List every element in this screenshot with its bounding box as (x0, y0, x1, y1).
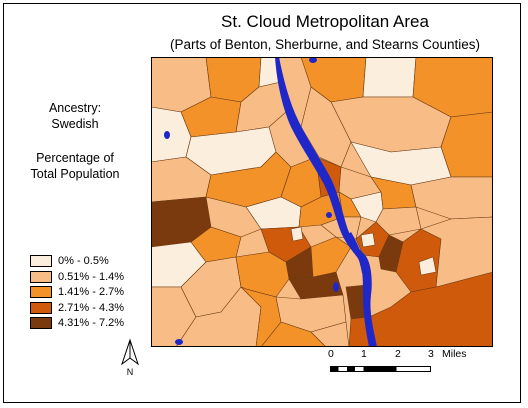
legend-swatch (30, 286, 52, 298)
map-tract (260, 321, 327, 347)
lake (164, 131, 170, 139)
legend-label: 4.31% - 7.2% (58, 317, 125, 329)
map-layout-frame (3, 3, 521, 403)
map-tract (310, 321, 350, 347)
scale-tick-label: 2 (395, 348, 401, 360)
map-tract (375, 206, 422, 236)
ancestry-heading: Ancestry: Swedish (20, 100, 130, 132)
legend-item: 1.41% - 2.7% (30, 285, 124, 299)
north-label: N (127, 367, 134, 377)
map-subtitle: (Parts of Benton, Sherburne, and Stearns… (170, 37, 480, 52)
measure-line-1: Percentage of (36, 151, 114, 165)
map-tract (420, 216, 493, 288)
legend-label: 1.41% - 2.7% (58, 286, 125, 298)
legend-swatch (30, 255, 52, 267)
legend-label: 0% - 0.5% (58, 255, 109, 267)
scale-bar-graphic (330, 366, 431, 372)
map-border (151, 57, 493, 347)
legend-label: 0.51% - 1.4% (58, 270, 125, 283)
ancestry-value: Swedish (51, 117, 99, 131)
ancestry-label: Ancestry: (48, 101, 102, 115)
map-tract (205, 196, 262, 238)
lake (175, 339, 183, 345)
scale-tick-label: 0 (328, 348, 334, 360)
legend-item: 4.31% - 7.2% (30, 316, 124, 330)
legend-item: 2.71% - 4.3% (30, 301, 124, 315)
map-tract (418, 256, 437, 276)
legend-item: 0% - 0.5% (30, 254, 124, 268)
map-tract (360, 232, 376, 248)
north-arrow-icon: N (121, 338, 139, 377)
measure-line-2: Total Population (30, 167, 120, 181)
map-tract (190, 226, 242, 263)
legend-swatch (30, 317, 52, 329)
water-features (164, 57, 377, 347)
legend-label: 2.71% - 4.3% (58, 301, 125, 314)
map-tract (362, 57, 417, 98)
scale-tick-label: 3 (428, 348, 434, 360)
scale-tick-label: 1 (361, 348, 367, 360)
legend-item: 0.51% - 1.4% (30, 270, 124, 284)
scale-unit-label: Miles (442, 348, 467, 360)
legend: 0% - 0.5% 0.51% - 1.4% 1.41% - 2.7% 2.71… (30, 254, 124, 332)
scale-bar: 0 1 2 3 Miles (320, 348, 470, 378)
measure-heading: Percentage of Total Population (20, 150, 130, 182)
map-tract (288, 271, 344, 300)
lake (309, 57, 317, 63)
choropleth-map (151, 57, 493, 347)
lake (326, 212, 332, 218)
legend-swatch (30, 270, 52, 283)
map-title: St. Cloud Metropolitan Area (221, 12, 429, 31)
legend-swatch (30, 301, 52, 314)
map-tract (290, 226, 304, 242)
lake (333, 282, 339, 292)
map-tract (310, 236, 352, 278)
river-branch (347, 232, 366, 273)
mississippi-river (275, 57, 377, 347)
